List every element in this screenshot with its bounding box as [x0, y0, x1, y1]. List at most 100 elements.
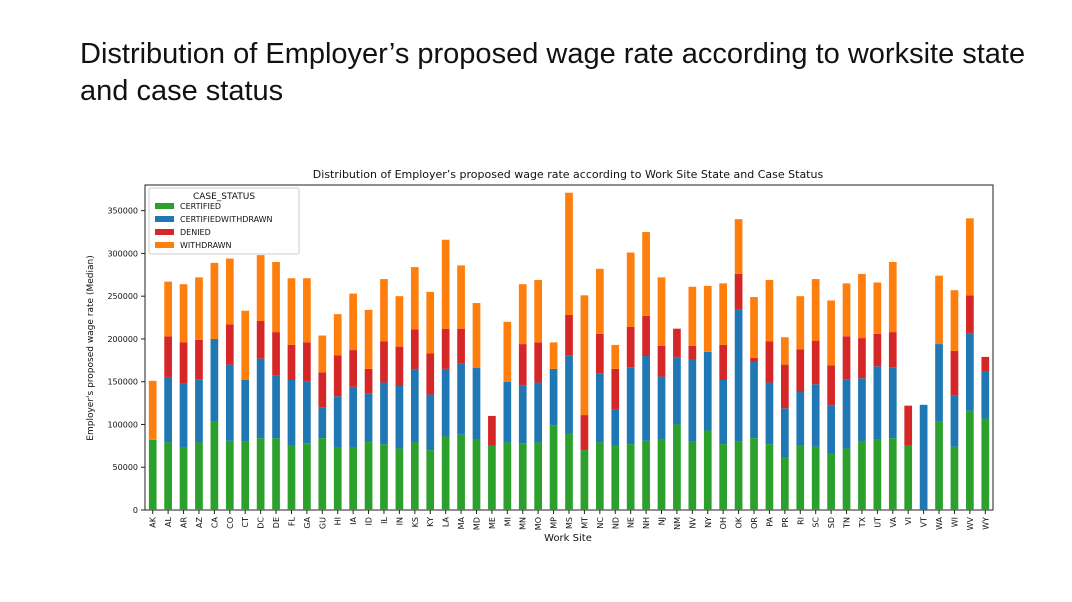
bar-pa-withdrawn	[765, 279, 774, 342]
bar-id-withdrawn	[364, 309, 373, 369]
bar-mt-denied	[580, 415, 589, 451]
bar-nm-certified	[673, 424, 681, 510]
bar-in-certifiedwithdrawn	[395, 385, 404, 449]
bar-ut-denied	[873, 333, 882, 367]
x-axis: AK AL AR AZ CA CO CT DC DE FL GA GU HI IA ID IL IN KS KY LA…	[149, 510, 990, 530]
x-tick-label: VI	[904, 517, 913, 525]
bar-dc-withdrawn	[256, 255, 265, 321]
bar-tx-withdrawn	[858, 273, 866, 339]
slide-title: Distribution of Employer’s proposed wage…	[80, 38, 1026, 107]
bar-ut-certifiedwithdrawn	[873, 366, 882, 440]
bar-vt-certifiedwithdrawn	[919, 404, 928, 510]
x-tick-label: HI	[334, 517, 343, 525]
bar-id-denied	[364, 368, 373, 394]
bar-mp-certified	[549, 425, 558, 510]
bar-va-withdrawn	[888, 261, 897, 333]
bar-or-denied	[750, 357, 758, 363]
bar-nj-denied	[657, 345, 666, 377]
bar-wa-certified	[935, 421, 943, 510]
bar-la-certified	[441, 436, 450, 510]
bar-dc-certifiedwithdrawn	[256, 358, 265, 439]
bar-tx-certifiedwithdrawn	[858, 378, 866, 442]
x-tick-label: UT	[873, 517, 882, 528]
bar-mo-withdrawn	[534, 279, 543, 343]
y-tick-label: 200000	[107, 335, 138, 344]
bar-mo-certified	[534, 442, 543, 510]
x-tick-label: MT	[580, 517, 589, 529]
bar-sc-certified	[811, 446, 820, 510]
chart-title: Distribution of Employer’s proposed wage…	[313, 168, 824, 181]
y-tick-label: 250000	[107, 292, 138, 301]
bar-mp-withdrawn	[549, 342, 558, 369]
bar-ct-certifiedwithdrawn	[241, 380, 250, 442]
x-tick-label: NJ	[658, 517, 667, 525]
bar-wi-withdrawn	[950, 290, 959, 351]
x-tick-label: GA	[303, 516, 312, 528]
bar-id-certified	[364, 441, 373, 510]
bar-dc-denied	[256, 320, 265, 359]
bar-mi-certifiedwithdrawn	[503, 381, 512, 443]
bar-ms-certifiedwithdrawn	[565, 355, 573, 434]
bar-mt-certified	[580, 450, 589, 510]
bar-pa-denied	[765, 341, 774, 383]
bar-ar-denied	[179, 342, 188, 384]
x-tick-label: CA	[210, 516, 219, 528]
x-tick-label: WA	[935, 516, 944, 529]
bars	[148, 192, 990, 510]
bar-ms-withdrawn	[565, 192, 573, 315]
bar-az-withdrawn	[195, 277, 203, 340]
bar-az-denied	[195, 339, 203, 380]
bar-pr-denied	[781, 364, 789, 409]
bar-fl-withdrawn	[287, 278, 296, 345]
x-tick-label: DE	[272, 517, 281, 528]
bar-ga-certified	[303, 443, 311, 510]
bar-oh-certified	[719, 444, 728, 510]
bar-de-denied	[272, 332, 280, 376]
bar-co-withdrawn	[225, 258, 234, 325]
bar-ms-denied	[565, 315, 573, 356]
bar-pa-certified	[765, 444, 774, 510]
bar-ky-certified	[426, 450, 435, 510]
bar-nc-denied	[595, 333, 604, 374]
bar-sd-denied	[827, 365, 835, 406]
bar-nd-certifiedwithdrawn	[611, 409, 620, 445]
bar-or-withdrawn	[750, 297, 758, 358]
x-tick-label: AK	[149, 516, 158, 527]
bar-ia-withdrawn	[349, 293, 357, 351]
bar-ca-withdrawn	[210, 262, 219, 339]
x-tick-label: KS	[411, 517, 420, 527]
bar-sd-withdrawn	[827, 300, 835, 366]
y-tick-label: 100000	[107, 420, 138, 429]
bar-co-denied	[225, 324, 234, 365]
y-axis-label: Employer's proposed wage rate (Median)	[86, 255, 96, 440]
bar-va-certifiedwithdrawn	[888, 367, 897, 439]
bar-wy-denied	[981, 356, 990, 372]
y-tick-label: 350000	[107, 207, 138, 216]
bar-al-certifiedwithdrawn	[164, 377, 172, 443]
bar-mi-withdrawn	[503, 321, 512, 382]
bar-nj-withdrawn	[657, 277, 666, 346]
bar-ri-withdrawn	[796, 296, 805, 350]
x-tick-label: AZ	[195, 516, 204, 527]
legend-swatch-denied	[155, 229, 174, 235]
bar-ne-withdrawn	[626, 252, 635, 327]
bar-ok-denied	[734, 273, 743, 310]
bar-nh-withdrawn	[642, 232, 650, 316]
bar-il-withdrawn	[380, 279, 388, 342]
bar-ar-withdrawn	[179, 284, 188, 343]
x-tick-label: TN	[843, 517, 852, 529]
bar-mt-withdrawn	[580, 295, 589, 416]
bar-fl-certified	[287, 445, 296, 510]
bar-nv-certifiedwithdrawn	[688, 359, 697, 442]
legend-swatch-certifiedwithdrawn	[155, 216, 174, 222]
x-tick-label: KY	[426, 517, 435, 527]
bar-ak-certified	[148, 439, 157, 510]
bar-il-certified	[380, 444, 388, 510]
bar-de-certifiedwithdrawn	[272, 375, 280, 439]
bar-ak-withdrawn	[148, 380, 157, 440]
bar-wy-certified	[981, 418, 990, 510]
bar-ga-certifiedwithdrawn	[303, 381, 311, 444]
x-tick-label: ID	[365, 517, 374, 526]
bar-wv-withdrawn	[966, 218, 974, 296]
bar-ri-certified	[796, 445, 805, 510]
